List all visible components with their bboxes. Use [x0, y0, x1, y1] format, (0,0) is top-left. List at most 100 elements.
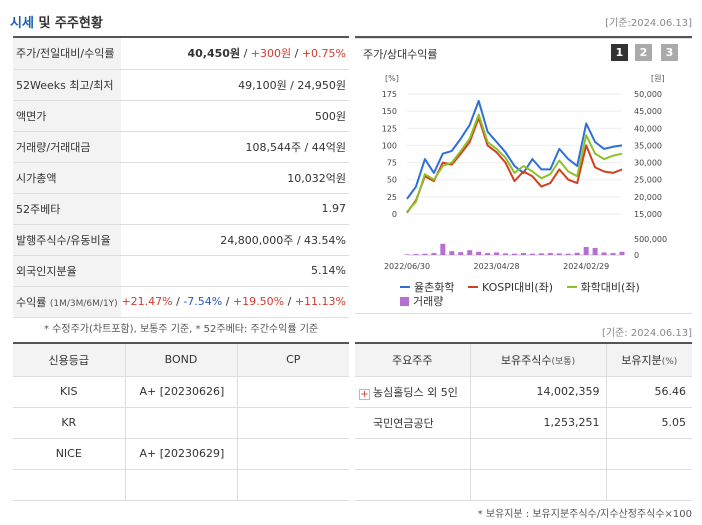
bond-rating: A+ [20230629] [125, 438, 238, 470]
row-label: 거래량/거래대금 [13, 131, 122, 163]
chart-page-2-button[interactable]: 2 [635, 44, 652, 61]
col-header-sub: (%) [661, 356, 678, 367]
volume-bar [503, 253, 509, 255]
volume-bar [404, 254, 410, 255]
right-tick-label: 45,000 [634, 107, 662, 116]
bond-rating: A+ [20230626] [125, 376, 238, 408]
right-tick-label: 20,000 [634, 193, 662, 202]
row-value: 108,544주 / 44억원 [121, 131, 349, 163]
legend-label: KOSPI대비(좌) [481, 281, 554, 294]
row-value: 1.97 [121, 193, 349, 225]
volume-bar [512, 253, 517, 255]
table-row: 액면가 500원 [13, 100, 349, 132]
series-line-s1 [406, 99, 623, 200]
table-row: 발행주식수/유동비율 24,800,000주 / 43.54% [13, 224, 349, 256]
volume-bar [485, 253, 491, 255]
title-rest: 및 주주현황 [33, 16, 103, 31]
col-header-sub: (보통) [551, 356, 576, 367]
section-header: 시세 및 주주현황 [기준:2024.06.13] [10, 8, 692, 36]
sep: / [291, 47, 302, 61]
return-1m: +21.47% [121, 295, 173, 308]
volume-bar [547, 253, 553, 255]
volume-bar [422, 253, 428, 255]
volume-tick-label: 0 [634, 251, 639, 260]
divider-right [355, 36, 692, 38]
return-6m: +19.50% [232, 295, 285, 308]
major-holders-table: 주요주주 보유주식수(보통) 보유지분(%) + 농심홀딩스 외 5인 14,00… [355, 344, 692, 501]
price-value: 40,450원 / +300원 / +0.75% [121, 38, 349, 70]
row-label: 52Weeks 최고/최저 [13, 69, 122, 101]
x-tick-label: 2022/06/30 [384, 262, 430, 271]
left-tick-label: 125 [382, 124, 397, 133]
row-label: 52주베타 [13, 193, 122, 225]
holder-name: + 농심홀딩스 외 5인 [355, 376, 471, 408]
table-row: 거래량/거래대금 108,544주 / 44억원 [13, 131, 349, 163]
return-3m: -7.54% [183, 295, 223, 308]
sep: / [222, 295, 233, 308]
holder-name: 국민연금공단 [355, 407, 471, 439]
table-row: 시가총액 10,032억원 [13, 162, 349, 194]
price-change: +300원 [250, 47, 292, 61]
holder-pct [606, 469, 692, 501]
cp-rating [237, 407, 349, 439]
table-row: 52Weeks 최고/최저 49,100원 / 24,950원 [13, 69, 349, 101]
holder-shares: 14,002,359 [470, 376, 607, 408]
left-tick-label: 75 [387, 159, 397, 168]
left-axis-unit: [%] [385, 74, 399, 83]
table-row: KR [13, 407, 349, 439]
legend-label: 거래량 [413, 295, 444, 308]
legend-swatch-s3 [566, 286, 577, 288]
row-value: 10,032억원 [121, 162, 349, 194]
left-tick-label: 150 [382, 107, 397, 116]
volume-bar [556, 253, 562, 255]
table-row: 52주베타 1.97 [13, 193, 349, 225]
table-row: + 농심홀딩스 외 5인 14,002,359 56.46 [355, 376, 692, 408]
chart-page-3-button[interactable]: 3 [661, 44, 678, 61]
divider-left [13, 36, 349, 38]
volume-bar [583, 247, 589, 255]
volume-bar [458, 252, 464, 255]
left-tick-label: 175 [382, 90, 397, 99]
legend-item-s1: 율촌화학 [400, 279, 454, 295]
right-tick-label: 50,000 [634, 90, 662, 99]
divider-left-2 [13, 342, 349, 344]
table-header: 주요주주 보유주식수(보통) 보유지분(%) [355, 344, 692, 377]
left-tick-label: 100 [382, 141, 397, 150]
table-row: 국민연금공단 1,253,251 5.05 [355, 407, 692, 439]
col-header: 보유지분(%) [606, 344, 692, 377]
bond-rating [125, 469, 238, 501]
volume-bar [565, 253, 571, 255]
col-header: CP [237, 344, 349, 377]
row-label: 발행주식수/유동비율 [13, 224, 122, 256]
table-row [13, 469, 349, 501]
holder-shares [470, 438, 607, 470]
holder-shares [470, 469, 607, 501]
table-row: 주가/전일대비/수익률 40,450원 / +300원 / +0.75% [13, 38, 349, 70]
chart-page-1-button[interactable]: 1 [611, 44, 628, 61]
holder-pct: 5.05 [606, 407, 692, 439]
volume-bar [610, 253, 616, 255]
legend-swatch-s2 [467, 286, 478, 288]
agency: NICE [13, 438, 126, 470]
holder-name [355, 438, 471, 470]
right-tick-label: 25,000 [634, 176, 662, 185]
right-tick-label: 35,000 [634, 141, 662, 150]
section-title: 시세 및 주주현황 [10, 12, 103, 31]
col-header-main: 보유지분 [621, 353, 662, 367]
credit-rating-table: 신용등급 BOND CP KIS A+ [20230626] KR NICE A+ … [13, 344, 349, 501]
expand-icon[interactable]: + [359, 388, 370, 400]
right-tick-label: 15,000 [634, 210, 662, 219]
table-header: 신용등급 BOND CP [13, 344, 349, 377]
agency: KIS [13, 376, 126, 408]
x-tick-label: 2024/02/29 [563, 262, 609, 271]
return-label: 수익률 [16, 295, 47, 309]
chart-legend: 율촌화학 KOSPI대비(좌) 화학대비(좌) 거래량 [400, 279, 650, 308]
volume-bar [413, 254, 419, 255]
volume-bar [467, 250, 473, 255]
col-header: 보유주식수(보통) [470, 344, 607, 377]
return-values: +21.47% / -7.54% / +19.50% / +11.13% [121, 286, 349, 318]
right-tick-label: 30,000 [634, 159, 662, 168]
holder-name-text: 농심홀딩스 외 5인 [373, 385, 458, 399]
right-tick-label: 40,000 [634, 124, 662, 133]
col-header: 주요주주 [355, 344, 471, 377]
